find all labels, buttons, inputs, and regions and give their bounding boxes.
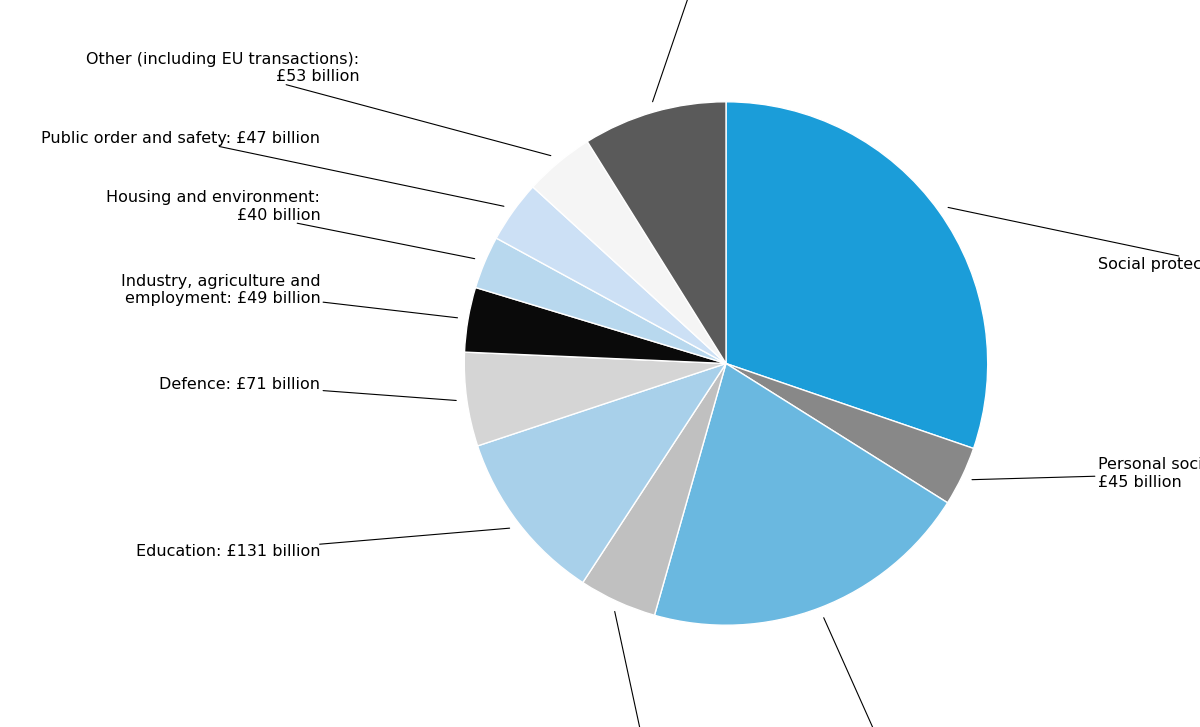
Wedge shape (464, 352, 726, 446)
Wedge shape (726, 102, 988, 449)
Wedge shape (475, 238, 726, 364)
Text: Education: £131 billion: Education: £131 billion (136, 528, 510, 560)
Text: Personal social services:
£45 billion: Personal social services: £45 billion (972, 457, 1200, 489)
Text: Industry, agriculture and
employment: £49 billion: Industry, agriculture and employment: £4… (121, 274, 457, 318)
Text: Housing and environment:
£40 billion: Housing and environment: £40 billion (107, 190, 475, 259)
Wedge shape (464, 287, 726, 364)
Text: Public order and safety: £47 billion: Public order and safety: £47 billion (41, 131, 504, 206)
Wedge shape (533, 142, 726, 364)
Text: Health: £251 billion: Health: £251 billion (804, 618, 961, 727)
Text: Debt interest: £109 billion: Debt interest: £109 billion (595, 0, 805, 102)
Wedge shape (583, 364, 726, 615)
Wedge shape (587, 102, 726, 364)
Text: Defence: £71 billion: Defence: £71 billion (160, 377, 456, 401)
Wedge shape (478, 364, 726, 582)
Wedge shape (654, 364, 948, 625)
Wedge shape (497, 187, 726, 364)
Text: Transport: £59 billion: Transport: £59 billion (563, 611, 732, 727)
Wedge shape (726, 364, 973, 503)
Text: Other (including EU transactions):
£53 billion: Other (including EU transactions): £53 b… (86, 52, 551, 156)
Text: Social protection: £371 billion: Social protection: £371 billion (948, 207, 1200, 272)
